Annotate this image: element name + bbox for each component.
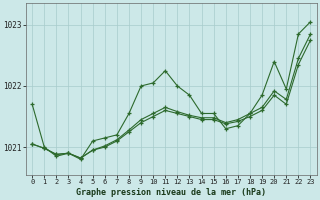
X-axis label: Graphe pression niveau de la mer (hPa): Graphe pression niveau de la mer (hPa) bbox=[76, 188, 266, 197]
